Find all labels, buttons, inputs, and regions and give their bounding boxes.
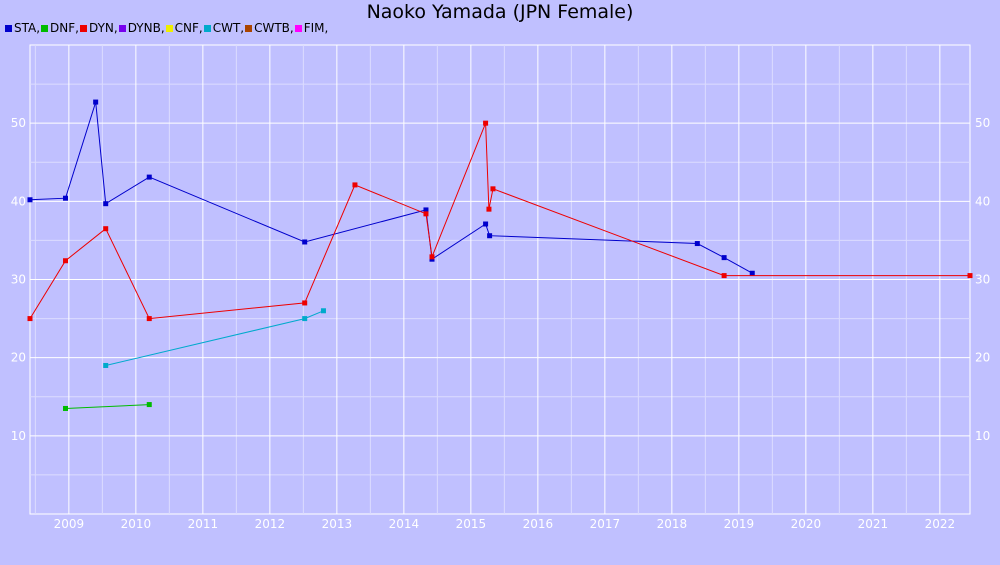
x-tick-label: 2018 <box>657 517 688 531</box>
legend-item: CWT, <box>203 21 245 35</box>
x-tick-label: 2015 <box>456 517 487 531</box>
data-point-sta <box>483 221 489 227</box>
data-point-dyn <box>721 273 727 279</box>
legend-label: DYN, <box>88 21 118 35</box>
legend-swatch <box>79 25 87 32</box>
x-tick-label: 2014 <box>389 517 420 531</box>
x-tick-label: 2022 <box>925 517 956 531</box>
data-point-dyn <box>967 273 973 279</box>
legend-item: DNF, <box>41 21 79 35</box>
y-tick-label-right: 30 <box>975 273 990 287</box>
data-point-dyn <box>352 182 358 188</box>
y-tick-label-right: 10 <box>975 429 990 443</box>
x-tick-label: 2020 <box>791 517 822 531</box>
legend-label: CWTB, <box>254 21 294 35</box>
data-point-dyn <box>27 316 33 322</box>
y-tick-label-left: 10 <box>11 429 26 443</box>
legend-swatch <box>41 25 49 32</box>
data-point-sta <box>63 195 69 201</box>
legend-item: STA, <box>5 21 40 35</box>
x-tick-label: 2009 <box>54 517 85 531</box>
data-point-cwt <box>103 362 109 368</box>
x-tick-label: 2021 <box>858 517 889 531</box>
data-point-sta <box>103 201 109 207</box>
data-point-sta <box>302 239 308 245</box>
legend-item: DYN, <box>79 21 118 35</box>
y-tick-label-right: 50 <box>975 116 990 130</box>
y-tick-label-right: 20 <box>975 351 990 365</box>
data-point-dyn <box>490 186 496 192</box>
legend-swatch <box>165 25 173 32</box>
legend-swatch <box>245 25 253 32</box>
data-point-dyn <box>423 211 429 217</box>
data-point-sta <box>93 99 99 105</box>
legend-label: DYNB, <box>127 21 165 35</box>
y-tick-label-left: 50 <box>11 116 26 130</box>
chart-title: Naoko Yamada (JPN Female) <box>366 1 634 23</box>
y-tick-label-left: 30 <box>11 273 26 287</box>
x-tick-label: 2010 <box>121 517 152 531</box>
legend-label: CNF, <box>174 21 203 35</box>
legend-item: CNF, <box>165 21 203 35</box>
data-point-dyn <box>103 226 109 232</box>
x-tick-label: 2016 <box>523 517 554 531</box>
data-point-sta <box>749 270 755 276</box>
data-point-sta <box>721 255 727 261</box>
data-point-sta <box>487 233 493 239</box>
y-tick-label-left: 40 <box>11 194 26 208</box>
x-tick-label: 2013 <box>322 517 353 531</box>
data-point-cwt <box>302 316 308 322</box>
x-tick-label: 2019 <box>724 517 755 531</box>
data-point-dyn <box>486 206 492 212</box>
legend-swatch <box>118 25 126 32</box>
data-point-dyn <box>302 300 308 306</box>
legend-item: DYNB, <box>118 21 165 35</box>
legend-item: CWTB, <box>245 21 294 35</box>
data-point-dyn <box>483 120 489 126</box>
data-point-dnf <box>63 405 69 411</box>
legend-label: DNF, <box>50 21 79 35</box>
y-tick-label-right: 40 <box>975 194 990 208</box>
data-point-dyn <box>146 316 152 322</box>
data-point-sta <box>694 241 700 247</box>
legend-swatch <box>294 25 302 32</box>
legend-swatch <box>5 25 12 32</box>
legend-label: CWT, <box>212 21 245 35</box>
data-point-dnf <box>146 402 152 408</box>
data-point-sta <box>146 174 152 180</box>
data-point-dyn <box>429 254 435 260</box>
data-point-dyn <box>63 258 69 264</box>
x-tick-label: 2017 <box>590 517 621 531</box>
data-point-sta <box>423 207 429 213</box>
series-line-dnf <box>65 404 150 409</box>
x-tick-label: 2012 <box>255 517 286 531</box>
legend-swatch <box>203 25 211 32</box>
legend-label: FIM, <box>303 21 329 35</box>
x-tick-label: 2011 <box>188 517 219 531</box>
legend-label: STA, <box>14 21 41 35</box>
legend: STA, DNF, DYN, DYNB, CNF, CWT, CWTB, FIM, <box>5 21 329 35</box>
data-point-cwt <box>320 308 326 314</box>
y-tick-label-left: 20 <box>11 351 26 365</box>
data-point-sta <box>27 197 33 203</box>
legend-item: FIM, <box>294 21 329 35</box>
